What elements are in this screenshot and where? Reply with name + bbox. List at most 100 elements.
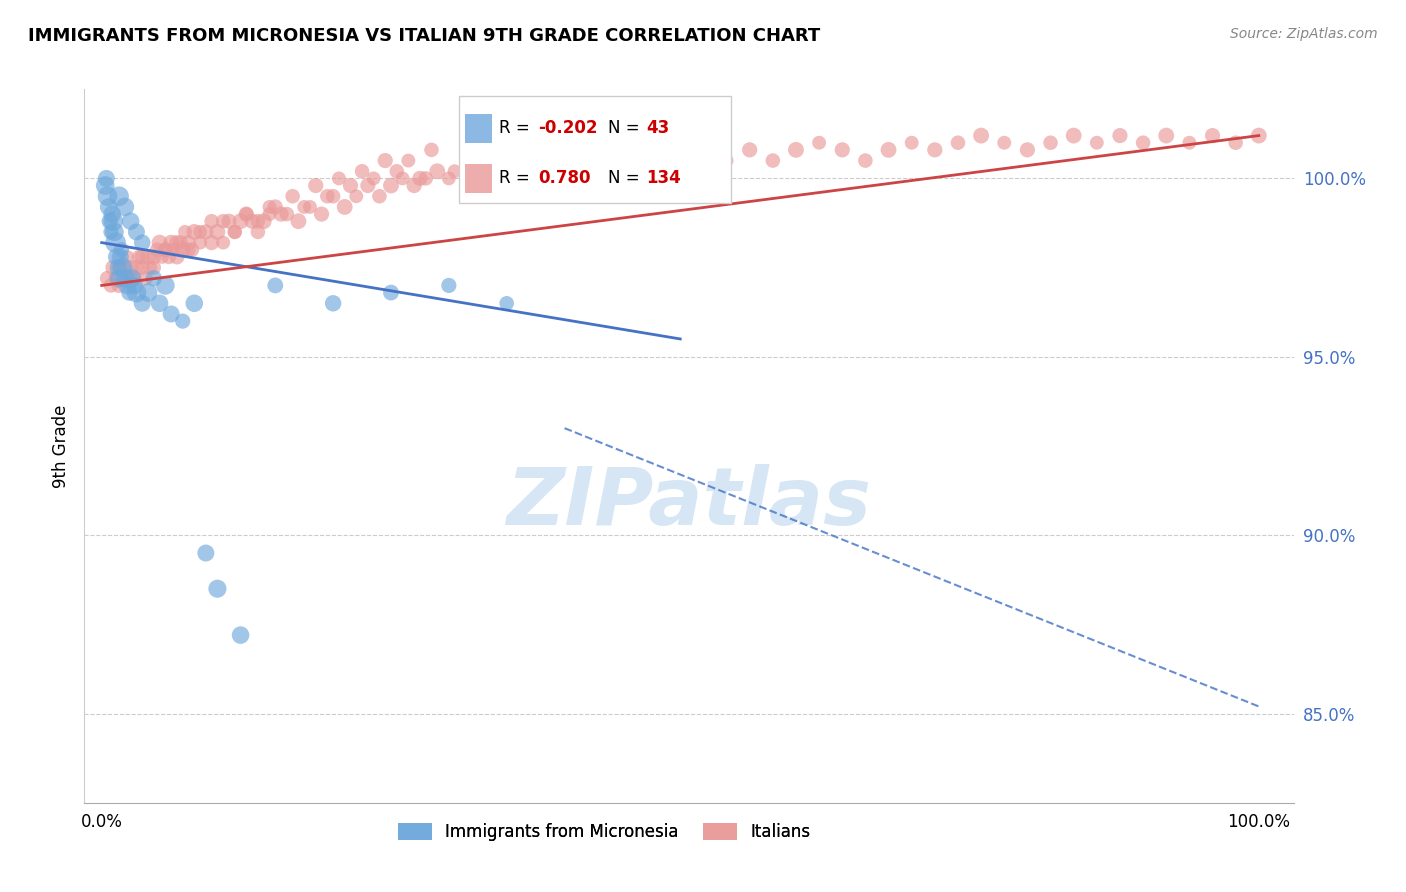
Point	[437, 278, 460, 293]
Point	[229, 214, 252, 228]
Point	[651, 153, 673, 168]
Text: N =: N =	[607, 169, 645, 187]
Point	[183, 225, 205, 239]
Point	[115, 250, 138, 264]
Point	[142, 250, 165, 264]
Point	[276, 207, 298, 221]
Point	[287, 214, 309, 228]
Point	[554, 164, 576, 178]
Point	[103, 214, 125, 228]
Point	[536, 143, 558, 157]
Point	[259, 207, 281, 221]
Point	[125, 225, 148, 239]
Point	[96, 271, 118, 285]
Text: R =: R =	[499, 120, 536, 137]
Point	[177, 243, 200, 257]
Point	[172, 314, 194, 328]
Point	[115, 278, 138, 293]
Point	[368, 189, 391, 203]
Point	[970, 128, 993, 143]
Point	[380, 178, 402, 193]
Point	[207, 225, 229, 239]
Point	[107, 260, 129, 275]
Point	[582, 143, 605, 157]
Text: -0.202: -0.202	[538, 120, 598, 137]
Point	[259, 200, 281, 214]
Point	[322, 189, 344, 203]
Point	[645, 143, 668, 157]
Point	[246, 214, 269, 228]
Point	[118, 285, 141, 300]
Point	[328, 171, 350, 186]
Point	[344, 189, 367, 203]
Point	[993, 136, 1015, 150]
Point	[877, 143, 900, 157]
Point	[201, 214, 224, 228]
Point	[385, 164, 408, 178]
Point	[103, 225, 125, 239]
Text: ZIPatlas: ZIPatlas	[506, 464, 872, 542]
Point	[855, 153, 877, 168]
Point	[333, 200, 356, 214]
Point	[111, 260, 134, 275]
Point	[1132, 136, 1154, 150]
Point	[114, 271, 136, 285]
Point	[785, 143, 807, 157]
Legend: Immigrants from Micronesia, Italians: Immigrants from Micronesia, Italians	[392, 816, 817, 848]
Point	[380, 285, 402, 300]
Point	[946, 136, 969, 150]
Point	[396, 153, 419, 168]
Point	[148, 235, 170, 250]
Point	[108, 271, 131, 285]
Point	[166, 235, 188, 250]
Point	[183, 296, 205, 310]
Point	[104, 235, 127, 250]
Point	[131, 250, 153, 264]
Point	[166, 250, 188, 264]
Point	[120, 214, 142, 228]
Point	[1154, 128, 1177, 143]
Point	[224, 225, 246, 239]
Point	[606, 153, 628, 168]
Text: R =: R =	[499, 169, 540, 187]
Point	[136, 250, 159, 264]
Point	[212, 235, 235, 250]
Point	[311, 207, 333, 221]
Bar	[465, 164, 492, 193]
Point	[155, 243, 177, 257]
Point	[97, 200, 120, 214]
Point	[111, 260, 134, 275]
Point	[120, 271, 142, 285]
Bar	[465, 114, 492, 143]
Point	[96, 171, 118, 186]
Point	[110, 250, 132, 264]
Point	[146, 243, 169, 257]
Point	[155, 243, 177, 257]
Point	[576, 153, 599, 168]
Text: IMMIGRANTS FROM MICRONESIA VS ITALIAN 9TH GRADE CORRELATION CHART: IMMIGRANTS FROM MICRONESIA VS ITALIAN 9T…	[28, 27, 820, 45]
Point	[188, 235, 211, 250]
Point	[131, 235, 153, 250]
Point	[831, 143, 853, 157]
Point	[150, 250, 173, 264]
Point	[114, 271, 136, 285]
Point	[157, 250, 180, 264]
Point	[169, 235, 191, 250]
Point	[1247, 128, 1270, 143]
Point	[322, 296, 344, 310]
Point	[352, 164, 374, 178]
Text: 134: 134	[647, 169, 682, 187]
Point	[188, 225, 211, 239]
Point	[108, 278, 131, 293]
Point	[1178, 136, 1201, 150]
Point	[762, 153, 785, 168]
Point	[623, 153, 645, 168]
Point	[1063, 128, 1085, 143]
Point	[100, 225, 122, 239]
Point	[924, 143, 946, 157]
Point	[122, 278, 145, 293]
FancyBboxPatch shape	[460, 96, 731, 203]
Point	[103, 260, 125, 275]
Point	[716, 153, 738, 168]
Text: 0.780: 0.780	[538, 169, 591, 187]
